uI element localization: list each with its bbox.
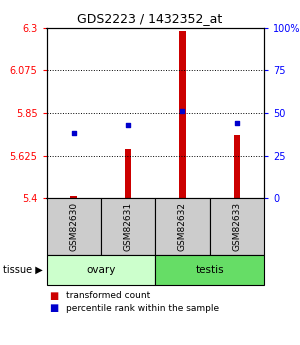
Point <box>126 122 130 128</box>
Text: ■: ■ <box>50 303 59 313</box>
Text: GSM82633: GSM82633 <box>232 202 241 252</box>
Bar <box>179 31 186 198</box>
Text: GDS2223 / 1432352_at: GDS2223 / 1432352_at <box>77 12 223 25</box>
Point <box>71 131 76 136</box>
Point <box>234 120 239 126</box>
Text: tissue ▶: tissue ▶ <box>3 265 43 275</box>
Bar <box>125 149 131 198</box>
Text: ■: ■ <box>50 291 59 300</box>
Bar <box>234 135 240 198</box>
Text: GSM82632: GSM82632 <box>178 202 187 252</box>
Point <box>180 109 185 114</box>
Text: testis: testis <box>195 265 224 275</box>
Text: ovary: ovary <box>86 265 116 275</box>
Text: GSM82630: GSM82630 <box>69 202 78 252</box>
Text: transformed count: transformed count <box>66 291 150 300</box>
Text: percentile rank within the sample: percentile rank within the sample <box>66 304 219 313</box>
Text: GSM82631: GSM82631 <box>124 202 133 252</box>
Bar <box>70 196 77 198</box>
